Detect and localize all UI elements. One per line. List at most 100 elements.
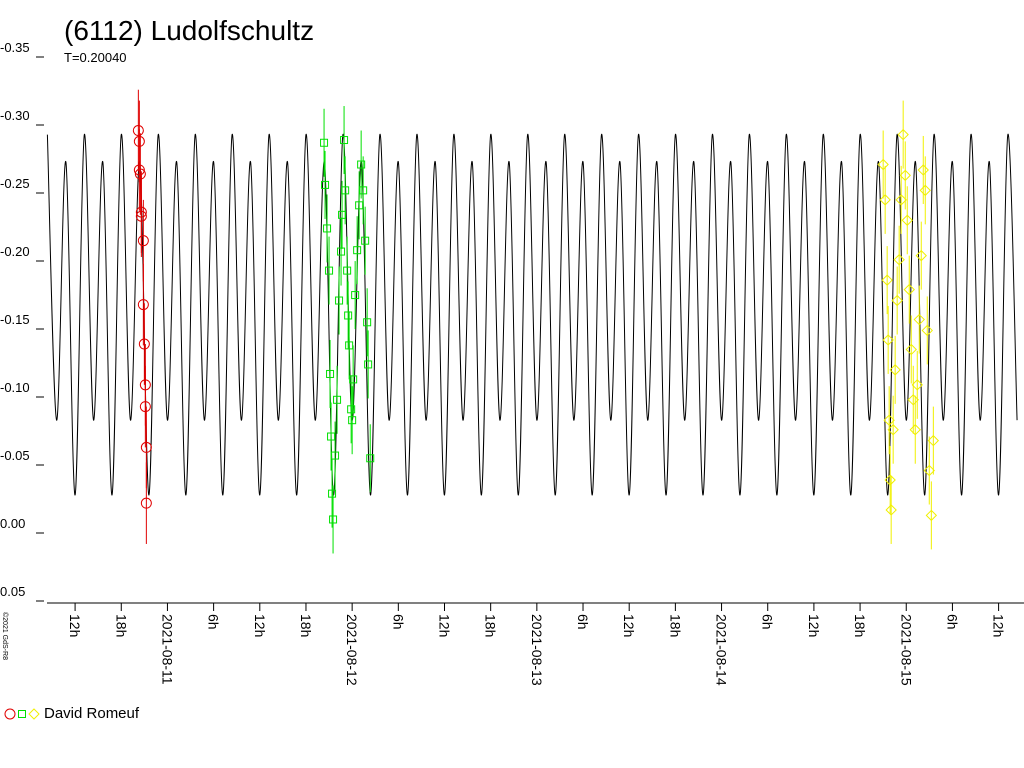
data-point [891,294,903,307]
data-point [883,414,895,426]
data-point [882,334,894,346]
data-point [138,338,150,350]
data-point [345,341,354,350]
data-point [323,224,332,233]
data-point [137,235,149,247]
data-point [927,434,940,447]
data-point [897,128,909,141]
legend-marker [18,710,26,718]
data-point [340,136,349,145]
data-point [887,424,899,436]
data-point [366,454,375,463]
data-point [909,424,921,436]
data-point [905,343,917,356]
data-point [903,283,915,296]
y-tick-label: -0.15 [0,312,30,327]
x-tick-label: 12h [991,614,1007,637]
data-point [327,432,336,441]
data-point [139,401,151,413]
data-point [357,160,366,169]
x-tick-label: 12h [252,614,268,637]
y-tick-label: -0.20 [0,244,30,259]
x-tick-label: 2021-08-11 [159,614,175,685]
data-point [320,138,329,147]
data-point [134,168,146,180]
data-point [348,416,357,425]
data-point [359,186,368,195]
data-point [325,266,334,275]
x-tick-label: 2021-08-14 [714,614,730,686]
chart-subtitle: T=0.20040 [64,50,127,65]
y-tick-label: 0.05 [0,584,25,599]
x-tick-label: 12h [806,614,822,637]
data-point [881,274,893,286]
data-point [879,194,891,206]
data-point [351,291,360,300]
data-point [925,509,938,522]
x-tick-label: 18h [298,614,314,637]
y-tick-label: -0.35 [0,40,30,55]
x-tick-label: 18h [852,614,868,637]
data-point [337,247,346,256]
data-point [344,311,353,320]
data-point [364,360,373,369]
data-point [884,474,896,486]
y-tick-label: -0.05 [0,448,30,463]
x-tick-label: 2021-08-12 [344,614,360,686]
data-point [901,214,913,226]
x-tick-label: 6h [944,614,960,630]
data-point [885,504,897,516]
data-point [347,405,356,414]
x-tick-label: 2021-08-13 [529,614,545,686]
y-tick-label: -0.10 [0,380,30,395]
x-tick-label: 18h [113,614,129,637]
data-point [349,375,358,384]
data-point [877,158,889,171]
data-point [355,201,364,210]
x-tick-label: 18h [667,614,683,637]
data-point [328,489,337,498]
data-point [335,296,344,305]
y-tick-label: -0.25 [0,176,30,191]
data-point [363,318,372,327]
data-point [140,441,152,453]
data-point [921,324,933,337]
data-point [919,184,931,197]
data-point [895,194,907,206]
data-point [915,249,927,262]
data-point [140,497,152,509]
y-tick-label: -0.30 [0,108,30,123]
watermark: ©2021 GdS-R8 [1,612,9,660]
chart-title: (6112) Ludolfschultz [64,15,314,46]
legend-marker [28,708,40,720]
data-point [333,395,342,404]
data-point [329,515,338,524]
data-point [132,125,144,137]
model-curve [46,134,1018,496]
data-point [913,313,925,326]
x-tick-label: 18h [483,614,499,637]
y-tick-label: 0.00 [0,516,25,531]
data-point [889,364,901,376]
data-point [135,210,147,222]
x-tick-label: 2021-08-15 [898,614,914,686]
x-tick-label: 6h [390,614,406,630]
data-point [137,299,149,311]
data-point [133,164,145,176]
data-point [341,186,350,195]
data-point [353,246,362,255]
data-point [899,169,911,182]
x-tick-label: 12h [621,614,637,637]
data-point [321,180,330,189]
x-tick-label: 6h [760,614,776,630]
data-point [923,464,935,477]
x-tick-label: 12h [67,614,83,637]
data-point [893,254,905,266]
data-point [361,236,370,245]
data-point [907,394,919,406]
x-tick-label: 6h [575,614,591,630]
data-point [326,369,335,378]
data-point [343,266,352,275]
